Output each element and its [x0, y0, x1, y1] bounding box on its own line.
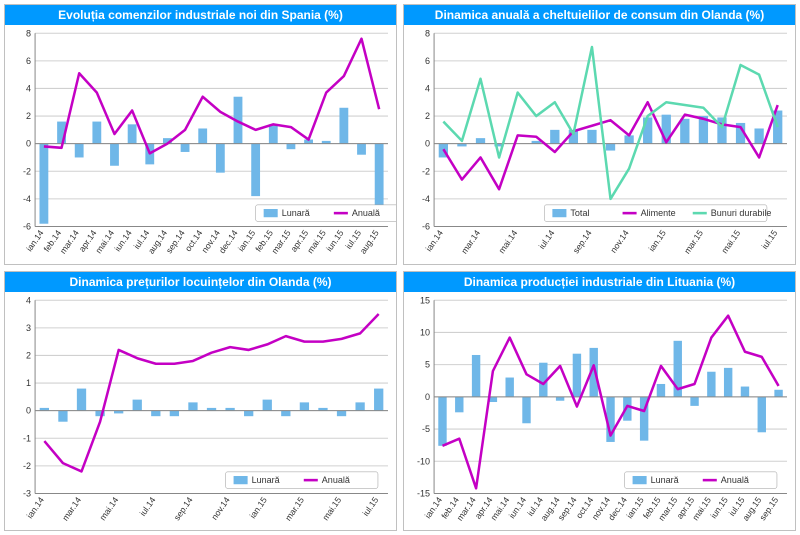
svg-text:0: 0: [425, 391, 430, 401]
svg-text:nov.14: nov.14: [209, 494, 232, 521]
chart-nl-housing: -3 -2 -1 0 1 2 3 4 ian.14 mar.14 mai.14 iul.14 sep.1…: [5, 292, 396, 531]
svg-text:ian.14: ian.14: [25, 494, 47, 519]
svg-text:-4: -4: [23, 194, 31, 204]
svg-text:-2: -2: [23, 460, 31, 470]
svg-text:iun.15: iun.15: [708, 494, 730, 519]
svg-text:15: 15: [420, 295, 430, 305]
chart-lithuania: -15-10-5051015ian.14feb.14mar.14apr.14ma…: [404, 292, 795, 531]
svg-text:dec.14: dec.14: [217, 228, 240, 255]
svg-text:Anuală: Anuală: [322, 475, 351, 485]
svg-text:6: 6: [26, 56, 31, 66]
panel-nl-housing: Dinamica prețurilor locuințelor din Olan…: [4, 271, 397, 532]
svg-text:2: 2: [26, 350, 31, 360]
svg-text:nov.14: nov.14: [608, 228, 631, 255]
svg-text:Lunară: Lunară: [252, 475, 281, 485]
svg-text:-10: -10: [417, 456, 430, 466]
svg-text:8: 8: [425, 28, 430, 38]
svg-text:mai.14: mai.14: [98, 494, 121, 521]
panel-lithuania: Dinamica producției industriale din Litu…: [403, 271, 796, 532]
svg-text:mar.15: mar.15: [270, 228, 293, 256]
svg-text:2: 2: [425, 111, 430, 121]
svg-text:-4: -4: [422, 194, 430, 204]
title-spain: Evoluția comenzilor industriale noi din …: [5, 5, 396, 25]
svg-text:-1: -1: [23, 433, 31, 443]
svg-text:iul.14: iul.14: [138, 494, 158, 517]
svg-text:0: 0: [26, 405, 31, 415]
svg-text:Bunuri durabile: Bunuri durabile: [711, 208, 772, 218]
svg-text:mai.15: mai.15: [320, 494, 343, 521]
title-nl-housing: Dinamica prețurilor locuințelor din Olan…: [5, 272, 396, 292]
svg-text:mar.14: mar.14: [60, 494, 83, 522]
svg-text:-6: -6: [422, 221, 430, 231]
svg-text:iul.15: iul.15: [361, 494, 381, 517]
svg-text:Anuală: Anuală: [352, 208, 381, 218]
svg-text:-6: -6: [23, 221, 31, 231]
svg-text:mai.14: mai.14: [489, 494, 512, 521]
svg-text:mai.15: mai.15: [719, 228, 742, 255]
svg-text:5: 5: [425, 359, 430, 369]
svg-text:Anuală: Anuală: [721, 475, 750, 485]
svg-text:iul.15: iul.15: [760, 228, 780, 251]
svg-text:iun.15: iun.15: [324, 228, 346, 253]
svg-text:iun.14: iun.14: [112, 228, 134, 253]
svg-text:3: 3: [26, 322, 31, 332]
svg-text:ian.15: ian.15: [646, 228, 668, 253]
svg-text:sep.15: sep.15: [757, 494, 780, 521]
svg-text:mar.15: mar.15: [283, 494, 306, 522]
svg-text:-15: -15: [417, 488, 430, 498]
svg-text:1: 1: [26, 378, 31, 388]
svg-text:-2: -2: [422, 166, 430, 176]
svg-text:0: 0: [26, 139, 31, 149]
svg-text:0: 0: [425, 139, 430, 149]
svg-text:Lunară: Lunară: [651, 475, 680, 485]
svg-text:10: 10: [420, 327, 430, 337]
svg-text:mar.14: mar.14: [58, 228, 81, 256]
svg-text:4: 4: [26, 83, 31, 93]
svg-text:mai.15: mai.15: [305, 228, 328, 255]
chart-nl-consumption: -6 -4 -2 0 2 4 6 8 ian.14 mar.14 mai.14 iul.14 sep.1…: [404, 25, 795, 264]
svg-text:iun.14: iun.14: [507, 494, 529, 519]
svg-text:sep.14: sep.14: [571, 228, 594, 255]
chart-spain: -6-4-202468ian.14feb.14mar.14apr.14mai.1…: [5, 25, 396, 264]
panel-spain: Evoluția comenzilor industriale noi din …: [4, 4, 397, 265]
svg-text:Lunară: Lunară: [282, 208, 311, 218]
svg-text:2: 2: [26, 111, 31, 121]
svg-text:dec.14: dec.14: [606, 494, 629, 521]
svg-text:mar.14: mar.14: [459, 228, 482, 256]
svg-text:ian.15: ian.15: [247, 494, 269, 519]
svg-text:8: 8: [26, 28, 31, 38]
svg-text:mai.15: mai.15: [690, 494, 713, 521]
svg-text:4: 4: [425, 83, 430, 93]
svg-text:-2: -2: [23, 166, 31, 176]
svg-text:mar.15: mar.15: [682, 228, 705, 256]
svg-text:mai.14: mai.14: [497, 228, 520, 255]
title-lithuania: Dinamica producției industriale din Litu…: [404, 272, 795, 292]
svg-text:-5: -5: [422, 424, 430, 434]
svg-text:Alimente: Alimente: [641, 208, 676, 218]
svg-text:ian.14: ian.14: [424, 228, 446, 253]
svg-text:6: 6: [425, 56, 430, 66]
svg-text:sep.14: sep.14: [164, 228, 187, 255]
panel-nl-consumption: Dinamica anuală a cheltuielilor de consu…: [403, 4, 796, 265]
svg-text:-3: -3: [23, 488, 31, 498]
title-nl-consumption: Dinamica anuală a cheltuielilor de consu…: [404, 5, 795, 25]
svg-text:Total: Total: [570, 208, 589, 218]
svg-text:iul.14: iul.14: [537, 228, 557, 251]
svg-text:mai.14: mai.14: [93, 228, 116, 255]
svg-text:sep.14: sep.14: [556, 494, 579, 521]
svg-text:aug.15: aug.15: [358, 228, 381, 256]
svg-text:sep.14: sep.14: [172, 494, 195, 521]
svg-text:4: 4: [26, 295, 31, 305]
